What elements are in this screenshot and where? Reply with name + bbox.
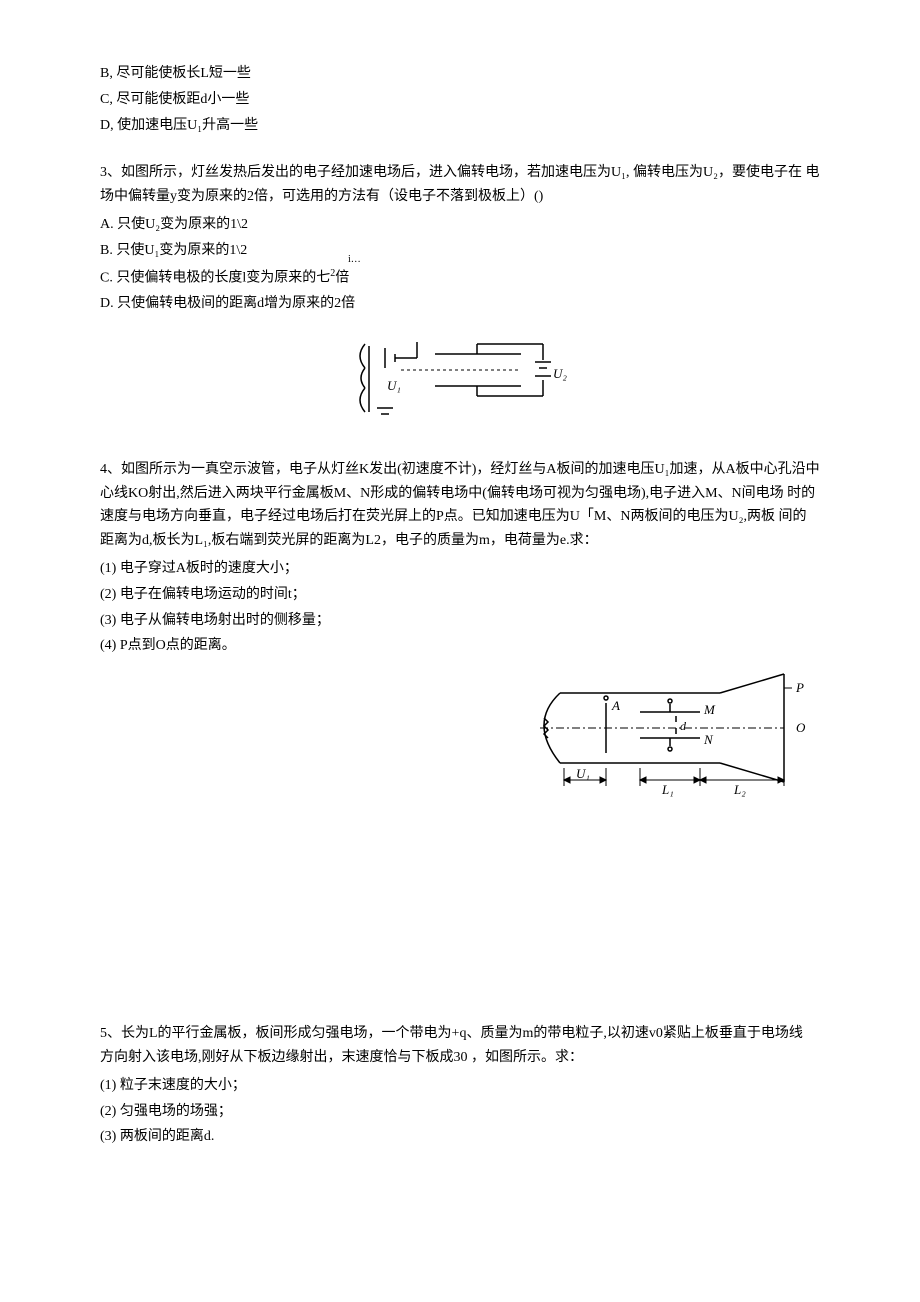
q3-option-c-sup: i…	[348, 251, 361, 268]
q4-fig-l1: L₁	[661, 782, 674, 797]
q4-stem: 4、如图所示为一真空示波管，电子从灯丝K发出(初速度不计)，经灯丝与A板间的加速…	[100, 458, 820, 553]
q3-option-d: D. 只使偏转电极间的距离d增为原来的2倍	[100, 292, 820, 316]
q5-sub3: (3) 两板间的距离d.	[100, 1125, 820, 1149]
q3-option-a: A. 只使U₂变为原来的1\2	[100, 213, 820, 237]
q4-fig-a: A	[611, 698, 620, 713]
q5-stem: 5、长为L的平行金属板，板间形成匀强电场，一个带电为+q、质量为m的带电粒子,以…	[100, 1022, 820, 1070]
q4-fig-d: d	[680, 719, 687, 733]
q2-option-c: C, 尽可能使板距d小一些	[100, 88, 820, 112]
q3-option-b: B. 只使U₁变为原来的1\2	[100, 239, 820, 263]
q4-figure: A M N d P O U₁ L₁ L₂	[520, 668, 820, 808]
q5-sub2: (2) 匀强电场的场强；	[100, 1100, 820, 1124]
q3-stem: 3、如图所示，灯丝发热后发出的电子经加速电场后，进入偏转电场，若加速电压为U₁,…	[100, 161, 820, 209]
q4-fig-o: O	[796, 720, 806, 735]
q2-option-d: D, 使加速电压U₁升高一些	[100, 114, 820, 138]
q4-sub4: (4) P点到O点的距离。	[100, 634, 820, 658]
document-page: B, 尽可能使板长L短一些 C, 尽可能使板距d小一些 D, 使加速电压U₁升高…	[0, 0, 920, 1211]
q3-fig-u1: U₁	[387, 378, 401, 393]
q4-fig-n: N	[703, 732, 714, 747]
q5-sub1: (1) 粒子末速度的大小；	[100, 1074, 820, 1098]
q4-fig-u1: U₁	[576, 766, 590, 781]
q3-option-c: C. 只使偏转电极的长度l变为原来的七2倍 i…	[100, 265, 820, 290]
q3-option-c-pre: C. 只使偏转电极的长度l变为原来的七	[100, 270, 330, 285]
q2-option-b: B, 尽可能使板长L短一些	[100, 62, 820, 86]
q4-sub3: (3) 电子从偏转电场射出时的侧移量；	[100, 609, 820, 633]
q4-sub1: (1) 电子穿过A板时的速度大小；	[100, 557, 820, 581]
q4-fig-p: P	[795, 680, 804, 695]
q4-fig-l2: L₂	[733, 782, 746, 797]
q3-figure: U₁ U₂	[345, 326, 575, 426]
q4-sub2: (2) 电子在偏转电场运动的时间t；	[100, 583, 820, 607]
q3-option-c-post: 倍	[335, 270, 349, 285]
q4-fig-m: M	[703, 702, 716, 717]
q3-fig-u2: U₂	[553, 366, 567, 381]
